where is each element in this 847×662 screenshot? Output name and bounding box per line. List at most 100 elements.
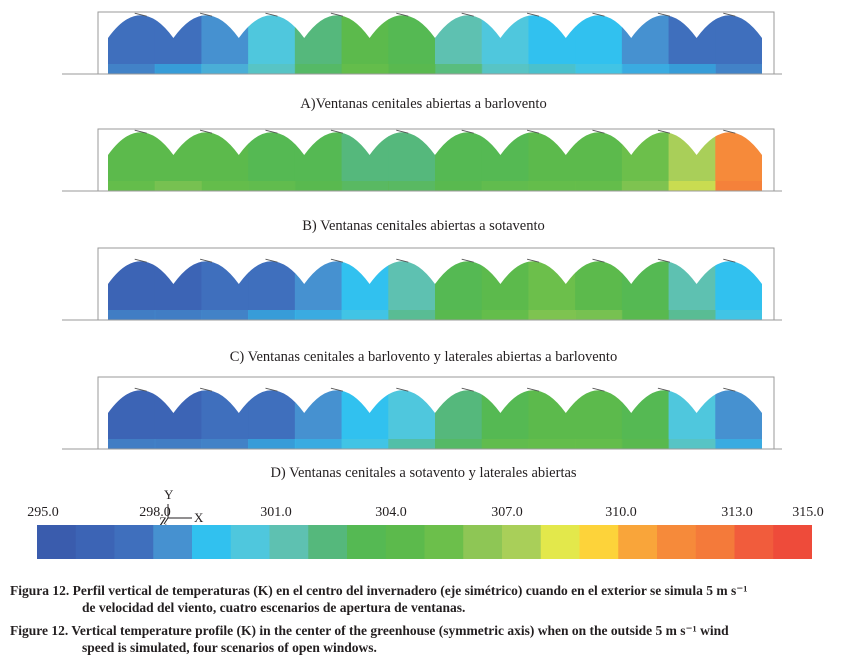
temperature-cell	[154, 310, 203, 320]
temperature-cell	[294, 64, 343, 74]
temperature-cell	[248, 181, 296, 191]
temperature-cell	[481, 64, 530, 74]
temperature-cell	[528, 181, 576, 191]
temperature-cell	[388, 310, 436, 320]
roof-vent	[396, 12, 409, 17]
temperature-cell	[108, 310, 156, 320]
temperature-cell	[528, 64, 576, 74]
temperature-cell	[154, 439, 203, 449]
temperature-cell	[341, 310, 389, 320]
temperature-cell	[715, 181, 762, 191]
colorbar-segment	[734, 525, 774, 559]
colorbar-segment	[540, 525, 580, 559]
roof-vent	[134, 387, 147, 392]
temperature-cell	[248, 310, 296, 320]
temperature-cell	[621, 310, 670, 320]
temperature-cell	[715, 64, 762, 74]
temperature-field	[108, 132, 762, 191]
panel-a-contour	[62, 11, 782, 75]
colorbar-segment	[424, 525, 464, 559]
roof-vent	[396, 387, 409, 392]
figure-caption-en: Figure 12. Vertical temperature profile …	[10, 622, 842, 656]
temperature-cell	[108, 439, 156, 449]
roof-vent	[461, 12, 474, 17]
roof-vent	[265, 129, 278, 134]
temperature-cell	[621, 181, 670, 191]
colorbar-tick: 315.0	[792, 505, 824, 520]
panel-c-contour	[62, 247, 782, 321]
colorbar-segment	[695, 525, 735, 559]
temperature-cell	[435, 310, 483, 320]
temperature-cell	[528, 310, 576, 320]
roof-vent	[723, 387, 736, 392]
panel-a-caption: A)Ventanas cenitales abiertas a barloven…	[300, 96, 547, 112]
figure-caption-es-label: Figura 12.	[10, 583, 70, 598]
figure-caption-es: Figura 12. Perfil vertical de temperatur…	[10, 582, 842, 616]
colorbar-segment	[192, 525, 232, 559]
colorbar-tick: 307.0	[491, 505, 523, 520]
temperature-cell	[388, 181, 436, 191]
temperature-cell	[201, 439, 249, 449]
domain-boundary	[97, 11, 775, 74]
colorbar-segment	[657, 525, 697, 559]
roof-vent	[527, 129, 540, 134]
roof-vent	[265, 12, 278, 17]
roof-vent	[330, 129, 343, 134]
temperature-cell	[294, 439, 343, 449]
roof-vent	[461, 129, 474, 134]
temperature-cell	[294, 310, 343, 320]
roof-vent	[134, 258, 147, 263]
roof-vent	[134, 12, 147, 17]
panel-c	[62, 246, 782, 326]
roof-vent	[200, 12, 213, 17]
temperature-cell	[621, 64, 670, 74]
roof-vent	[527, 258, 540, 263]
roof-vent	[657, 12, 670, 17]
temperature-cell	[575, 64, 623, 74]
colorbar-tick: 298.0	[139, 505, 171, 520]
temperature-cell	[341, 439, 389, 449]
roof-vent	[461, 387, 474, 392]
temperature-field	[108, 261, 762, 320]
figure-caption-es-line1: Perfil vertical de temperaturas (K) en e…	[69, 583, 748, 598]
roof-vent	[265, 387, 278, 392]
roof-vent	[330, 12, 343, 17]
panel-b-contour	[62, 128, 782, 192]
temperature-cell	[715, 310, 762, 320]
roof-vent	[200, 387, 213, 392]
temperature-cell	[668, 439, 716, 449]
roof-vent	[657, 258, 670, 263]
temperature-cell	[575, 310, 623, 320]
roof-vent	[592, 129, 605, 134]
roof-vent	[592, 258, 605, 263]
temperature-cell	[154, 64, 203, 74]
temperature-cell	[621, 439, 670, 449]
figure-caption-en-line1: Vertical temperature profile (K) in the …	[68, 623, 729, 638]
colorbar-segment	[773, 525, 812, 559]
figure-caption-es-line2: de velocidad del viento, cuatro escenari…	[82, 600, 466, 615]
roof-vent	[527, 12, 540, 17]
roof-vent	[330, 258, 343, 263]
colorbar-tick: 313.0	[721, 505, 753, 520]
roof-vent	[592, 387, 605, 392]
roof-vent	[134, 129, 147, 134]
panel-d-contour	[62, 376, 782, 450]
colorbar-segment	[463, 525, 503, 559]
temperature-cell	[201, 64, 249, 74]
figure-caption-en-line2: speed is simulated, four scenarios of op…	[82, 640, 377, 655]
domain-boundary	[97, 376, 775, 449]
roof-vent	[592, 12, 605, 17]
colorbar-segment	[385, 525, 425, 559]
temperature-cell	[388, 439, 436, 449]
roof-vent	[330, 387, 343, 392]
colorbar-segment	[579, 525, 619, 559]
roof-vent	[265, 258, 278, 263]
axis-indicator-icon	[163, 504, 192, 525]
roof-vent	[200, 258, 213, 263]
temperature-cell	[435, 439, 483, 449]
temperature-cell	[668, 64, 716, 74]
colorbar-segment	[618, 525, 658, 559]
colorbar-segment	[269, 525, 309, 559]
colorbar-tick: 304.0	[375, 505, 407, 520]
temperature-cell	[108, 64, 156, 74]
